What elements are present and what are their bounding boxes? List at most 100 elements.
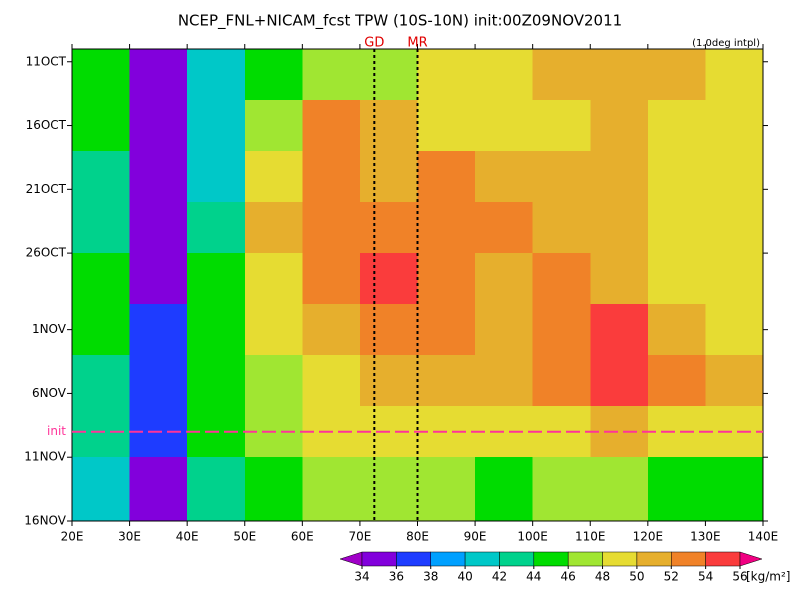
cell: [417, 202, 476, 254]
x-tick-label: 80E: [406, 530, 429, 544]
colorbar-segment: [361, 551, 397, 567]
colorbar-segment: [533, 551, 569, 567]
cell: [129, 151, 188, 203]
cell: [705, 304, 763, 356]
colorbar-label: 36: [389, 570, 404, 584]
cell: [244, 457, 303, 521]
cell: [590, 151, 648, 203]
cell: [590, 253, 648, 305]
colorbar-label: 56: [732, 570, 747, 584]
colorbar-label: 50: [629, 570, 644, 584]
cell: [72, 355, 130, 407]
cell: [475, 151, 533, 203]
colorbar-segment: [430, 551, 466, 567]
cell: [705, 457, 763, 521]
cell: [705, 202, 763, 254]
cell: [187, 202, 245, 254]
colorbar-segment: [705, 551, 741, 567]
cell: [244, 304, 303, 356]
cell: [475, 304, 533, 356]
cell: [72, 49, 130, 101]
cell: [359, 151, 418, 203]
cell: [187, 253, 245, 305]
cells: [72, 49, 763, 521]
cell: [302, 49, 360, 101]
cell: [72, 100, 130, 152]
cell: [590, 457, 648, 521]
cell: [475, 49, 533, 101]
cell: [244, 100, 303, 152]
y-tick-label: 26OCT: [26, 246, 67, 260]
y-tick-label: 21OCT: [26, 182, 67, 196]
chart-title: NCEP_FNL+NICAM_fcst TPW (10S-10N) init:0…: [178, 12, 622, 31]
x-tick-label: 20E: [61, 530, 84, 544]
cell: [475, 100, 533, 152]
cell: [72, 202, 130, 254]
cell: [72, 253, 130, 305]
cell: [475, 202, 533, 254]
cell: [590, 355, 648, 407]
y-tick-label: 1NOV: [32, 322, 67, 336]
cell: [302, 202, 360, 254]
cell: [187, 151, 245, 203]
cell: [129, 253, 188, 305]
cell: [302, 253, 360, 305]
cell: [532, 202, 591, 254]
cell: [647, 253, 706, 305]
colorbar-label: 46: [561, 570, 576, 584]
cell: [647, 151, 706, 203]
cell: [244, 202, 303, 254]
cell: [532, 49, 591, 101]
colorbar-segment: [739, 551, 763, 567]
cell: [417, 457, 476, 521]
colorbar-label: 44: [526, 570, 541, 584]
cell: [302, 355, 360, 407]
colorbar-label: 34: [354, 570, 369, 584]
colorbar-unit: [kg/m²]: [746, 570, 790, 584]
cell: [129, 457, 188, 521]
cell: [647, 355, 706, 407]
cell: [187, 304, 245, 356]
cell: [187, 355, 245, 407]
reference-label: GD: [364, 36, 384, 51]
cell: [590, 406, 648, 458]
cell: [705, 151, 763, 203]
colorbar-segment: [464, 551, 500, 567]
cell: [532, 253, 591, 305]
cell: [647, 457, 706, 521]
cell: [129, 49, 188, 101]
cell: [590, 100, 648, 152]
y-tick-label: 11OCT: [26, 54, 67, 68]
colorbar-segment: [636, 551, 672, 567]
cell: [532, 406, 591, 458]
y-tick-label: 16OCT: [26, 118, 67, 132]
colorbar-segment: [671, 551, 706, 567]
y-tick-label: 11NOV: [24, 450, 66, 464]
colorbar-label: 52: [664, 570, 679, 584]
cell: [302, 457, 360, 521]
cell: [647, 406, 706, 458]
cell: [647, 304, 706, 356]
cell: [244, 355, 303, 407]
cell: [705, 355, 763, 407]
cell: [129, 202, 188, 254]
cell: [359, 49, 418, 101]
cell: [302, 304, 360, 356]
cell: [359, 202, 418, 254]
colorbar-segment: [396, 551, 431, 567]
cell: [244, 253, 303, 305]
reference-label: MR: [407, 36, 427, 51]
x-tick-label: 70E: [348, 530, 371, 544]
cell: [417, 100, 476, 152]
colorbar-label: 54: [698, 570, 713, 584]
y-tick-label: 16NOV: [24, 514, 66, 528]
cell: [187, 457, 245, 521]
cell: [590, 304, 648, 356]
x-tick-label: 100E: [517, 530, 548, 544]
cell: [532, 100, 591, 152]
colorbar-segment: [567, 551, 603, 567]
colorbar-label: 40: [457, 570, 472, 584]
cell: [705, 406, 763, 458]
cell: [475, 457, 533, 521]
cell: [359, 304, 418, 356]
